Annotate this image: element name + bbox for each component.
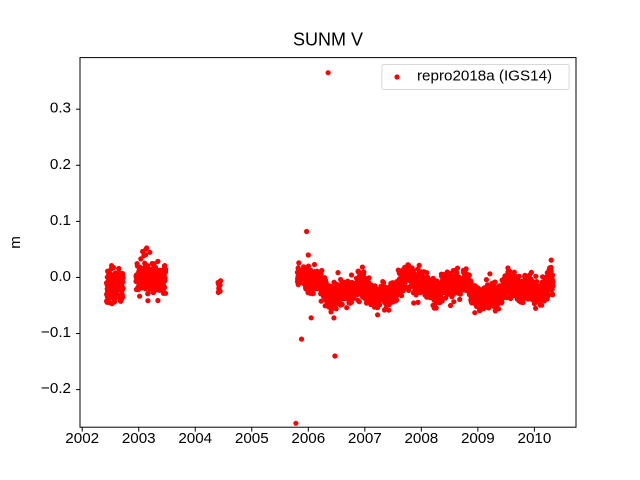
svg-text:2010: 2010 (518, 430, 552, 447)
svg-text:2005: 2005 (235, 430, 269, 447)
svg-text:2009: 2009 (461, 430, 495, 447)
svg-text:0.0: 0.0 (50, 268, 71, 285)
svg-text:SUNM V: SUNM V (293, 30, 363, 50)
svg-text:−0.1: −0.1 (41, 324, 71, 341)
svg-text:0.3: 0.3 (50, 100, 71, 117)
svg-text:2007: 2007 (348, 430, 382, 447)
svg-text:2008: 2008 (404, 430, 438, 447)
svg-text:repro2018a (IGS14): repro2018a (IGS14) (417, 68, 552, 85)
svg-text:0.2: 0.2 (50, 156, 71, 173)
svg-text:0.1: 0.1 (50, 212, 71, 229)
svg-text:−0.2: −0.2 (41, 380, 71, 397)
svg-text:2002: 2002 (65, 430, 99, 447)
svg-text:m: m (7, 236, 24, 249)
svg-text:2003: 2003 (122, 430, 156, 447)
svg-text:2006: 2006 (291, 430, 325, 447)
svg-text:2004: 2004 (178, 430, 212, 447)
